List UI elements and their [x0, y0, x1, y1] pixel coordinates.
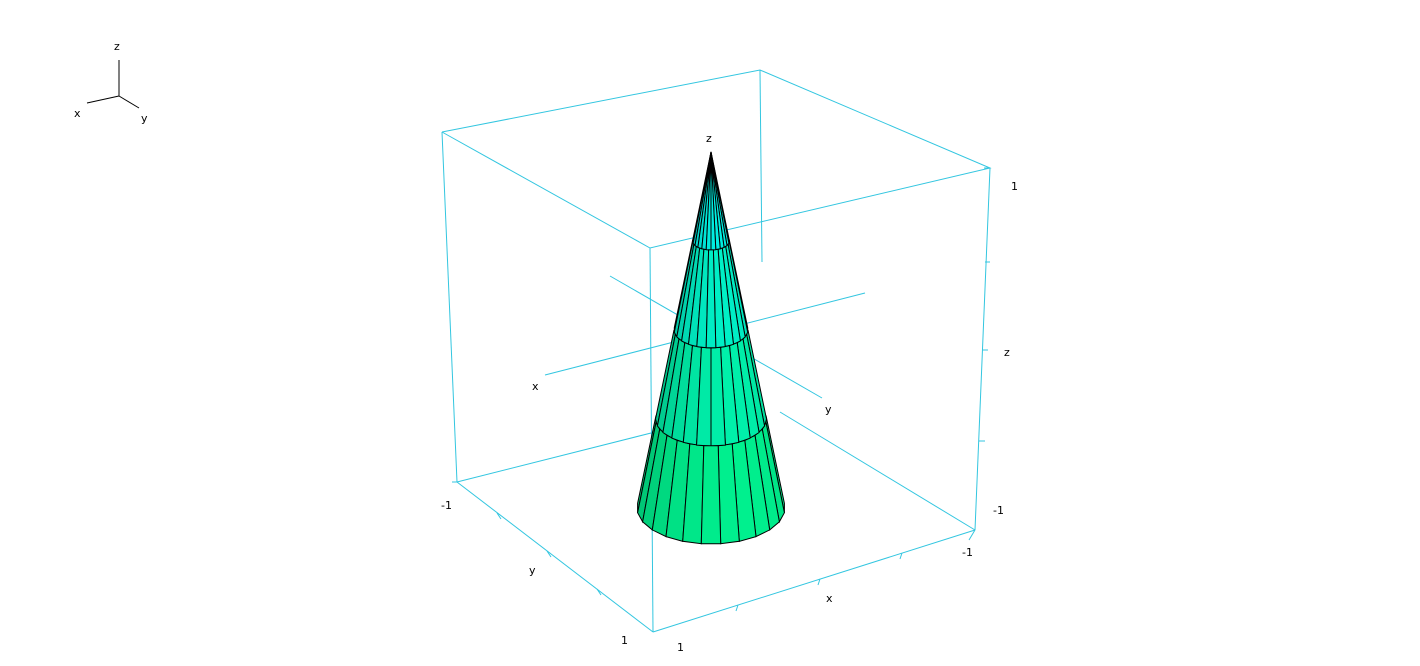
- surface-facet: [696, 346, 712, 447]
- box-bottom-left: [456, 481, 654, 633]
- box-edge-back-vertical: [759, 69, 763, 263]
- y-tick-label-start: -1: [441, 499, 452, 512]
- surface-facet: [700, 445, 722, 545]
- bottom-y-label: y: [529, 564, 536, 577]
- gizmo-y-label: y: [141, 112, 148, 125]
- side-z-label: z: [1004, 346, 1010, 359]
- box-bottom-back-left: [456, 431, 656, 483]
- gizmo-x-label: x: [74, 107, 81, 120]
- cone-surface: [637, 151, 785, 545]
- box-edge-back-left: [441, 131, 458, 483]
- orientation-gizmo: z x y: [74, 40, 148, 125]
- z-tick-label-bottom: -1: [993, 504, 1004, 517]
- tick-marks: [452, 167, 990, 612]
- x-tick-label-start: 1: [677, 641, 684, 654]
- box-bottom-right: [652, 529, 976, 633]
- box-bottom-back-right: [779, 411, 976, 531]
- box-edge-back-right: [974, 167, 991, 531]
- gizmo-y-axis: [118, 95, 140, 109]
- axis-labels: z z x y y x 1 -1 -1 1 1 -1: [441, 132, 1018, 654]
- gizmo-z-label: z: [114, 40, 120, 53]
- x-tick-label-end: -1: [962, 546, 973, 559]
- z-tick-label-top: 1: [1011, 180, 1018, 193]
- inner-y-label: y: [825, 403, 832, 416]
- inner-x-label: x: [532, 380, 539, 393]
- bottom-x-label: x: [826, 592, 833, 605]
- top-z-label: z: [706, 132, 712, 145]
- surface-facet: [705, 249, 717, 349]
- gizmo-x-axis: [86, 95, 120, 104]
- y-tick-label-end: 1: [621, 634, 628, 647]
